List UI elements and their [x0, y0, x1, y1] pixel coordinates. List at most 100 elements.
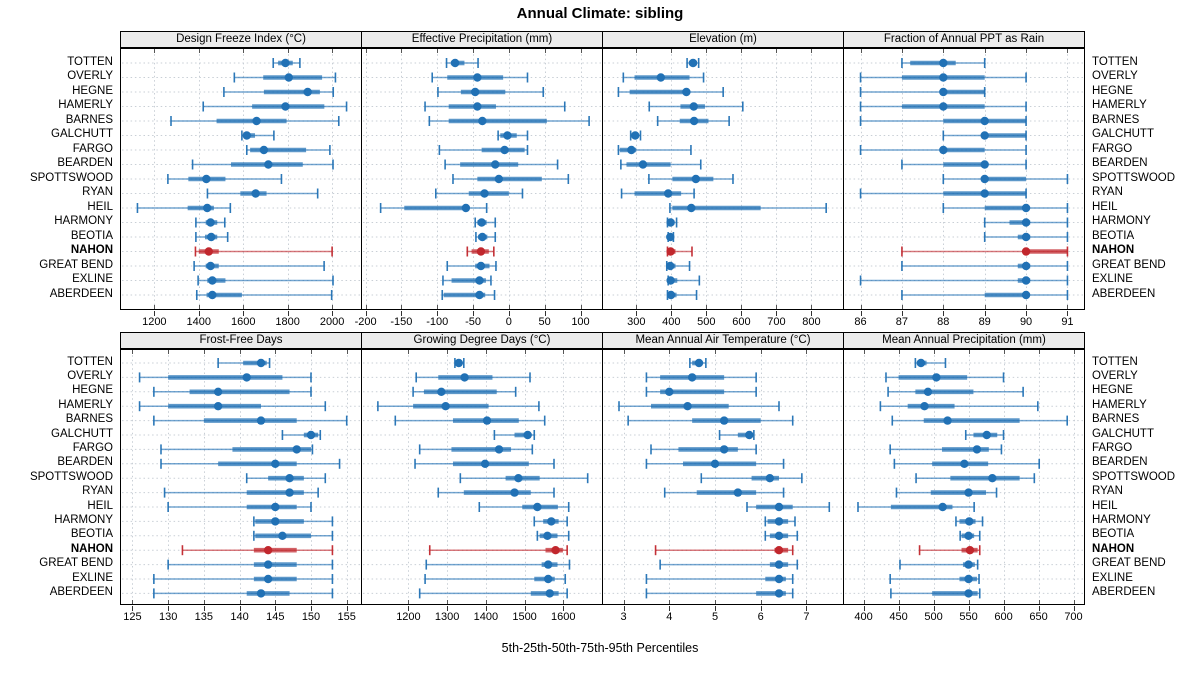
- panel-canvas: [604, 49, 842, 309]
- axis-tick: [447, 606, 449, 611]
- axis-tick-label: 1800: [275, 316, 300, 328]
- axis-tick: [168, 606, 170, 611]
- site-label: NAHON: [70, 542, 113, 555]
- site-series-beotia: [983, 232, 1069, 242]
- site-label: HEGNE: [1092, 84, 1133, 97]
- site-series-bearden: [191, 159, 334, 170]
- axis-tick-label: 145: [266, 611, 285, 623]
- axis-tick: [473, 311, 475, 316]
- site-label: FARGO: [1092, 142, 1133, 155]
- axis-tick-label: 88: [937, 316, 950, 328]
- site-series-nahon: [428, 545, 568, 556]
- site-series-heil: [669, 203, 827, 213]
- axis-tick: [239, 606, 241, 611]
- site-series-totten: [272, 58, 301, 68]
- site-label: HEIL: [87, 499, 113, 512]
- site-label: HEGNE: [72, 84, 113, 97]
- site-label: FARGO: [72, 142, 113, 155]
- axis-tick: [508, 311, 510, 316]
- site-label: FARGO: [72, 441, 113, 454]
- site-label: GREAT BEND: [39, 557, 113, 570]
- site-series-galchutt: [942, 130, 1027, 141]
- site-labels-right: TOTTEN OVERLY HEGNE HAMERLY BARNES GALCHUTT FA…: [1092, 349, 1197, 605]
- site-series-hamerly: [377, 401, 540, 412]
- axis-tick: [776, 311, 778, 316]
- site-series-hegne: [617, 87, 724, 97]
- site-series-heil: [379, 203, 488, 213]
- axis-tick-label: 91: [1061, 316, 1074, 328]
- axis-tick-label: 130: [158, 611, 178, 623]
- site-series-harmony: [955, 516, 984, 527]
- axis-tick-label: 1600: [551, 611, 576, 623]
- axis-tick: [671, 311, 673, 316]
- site-series-heil: [136, 203, 232, 213]
- site-series-barnes: [891, 415, 1069, 426]
- site-series-spottswood: [648, 174, 734, 184]
- site-series-great-bend: [659, 559, 799, 570]
- site-series-exline: [442, 275, 492, 286]
- axis-tick-label: 5: [711, 611, 719, 623]
- axis-tick-label: 1300: [434, 611, 460, 623]
- site-series-fargo: [617, 145, 692, 155]
- site-series-barnes: [394, 415, 546, 426]
- site-series-spottswood: [167, 174, 283, 184]
- site-series-harmony: [666, 217, 678, 228]
- site-series-great-bend: [899, 559, 979, 570]
- site-label: RYAN: [82, 485, 113, 498]
- axis-tick: [563, 606, 565, 611]
- panel-title: Frost-Free Days: [199, 334, 283, 346]
- site-label: EXLINE: [1092, 273, 1133, 285]
- axis-tick-label: 3: [620, 611, 627, 623]
- site-label: HARMONY: [1092, 513, 1151, 526]
- site-series-barnes: [627, 415, 794, 426]
- site-labels-right: TOTTEN OVERLY HEGNE HAMERLY BARNES GALCHUTT FA…: [1092, 48, 1197, 310]
- site-series-nahon: [901, 246, 1069, 257]
- axis-tick: [346, 606, 348, 611]
- site-series-aberdeen: [645, 588, 794, 599]
- site-series-nahon: [918, 545, 981, 556]
- site-series-exline: [666, 275, 701, 286]
- axis-tick: [544, 311, 546, 316]
- axis-tick-label: -200: [354, 316, 377, 328]
- panel-canvas: [845, 350, 1083, 604]
- panel-strip: Growing Degree Days (°C): [361, 332, 603, 349]
- axis-tick-label: -100: [426, 316, 449, 328]
- axis-tick: [580, 311, 582, 316]
- site-series-harmony: [195, 217, 226, 228]
- site-label: SPOTTSWOOD: [1092, 171, 1176, 184]
- axis-tick: [408, 606, 410, 611]
- site-label: FARGO: [1092, 441, 1133, 454]
- axis-tick-label: 1600: [230, 316, 256, 328]
- panel-strip: Fraction of Annual PPT as Rain: [843, 31, 1085, 48]
- site-label: ABERDEEN: [1092, 585, 1156, 598]
- axis-tick-label: 7: [803, 611, 810, 623]
- axis-tick: [811, 311, 813, 316]
- axis-tick: [636, 311, 638, 316]
- panel-strip: Mean Annual Precipitation (mm): [843, 332, 1085, 349]
- site-label: HEIL: [1092, 200, 1118, 213]
- site-label: ABERDEEN: [49, 287, 113, 300]
- site-series-hegne: [437, 87, 545, 97]
- axis-tick: [198, 311, 200, 316]
- axis-tick-label: 4: [666, 611, 673, 623]
- panel-plot: [602, 349, 844, 605]
- axis-tick: [1003, 606, 1005, 611]
- site-series-great-bend: [665, 261, 691, 271]
- site-series-galchutt: [497, 130, 529, 141]
- site-series-great-bend: [446, 261, 497, 271]
- site-series-barnes: [428, 116, 590, 126]
- site-series-harmony: [253, 516, 334, 527]
- site-series-harmony: [983, 217, 1069, 228]
- axis-tick-label: 700: [767, 316, 786, 328]
- site-series-beotia: [475, 232, 497, 242]
- site-series-galchutt: [964, 430, 1005, 440]
- axis-tick: [901, 311, 903, 316]
- site-series-totten: [454, 358, 465, 368]
- site-series-aberdeen: [890, 588, 981, 599]
- site-series-nahon: [181, 545, 334, 556]
- axis-tick: [863, 606, 865, 611]
- axis-tick: [715, 606, 716, 611]
- site-series-fargo: [650, 444, 757, 455]
- panel-plot: [602, 48, 844, 310]
- axis-tick: [132, 606, 134, 611]
